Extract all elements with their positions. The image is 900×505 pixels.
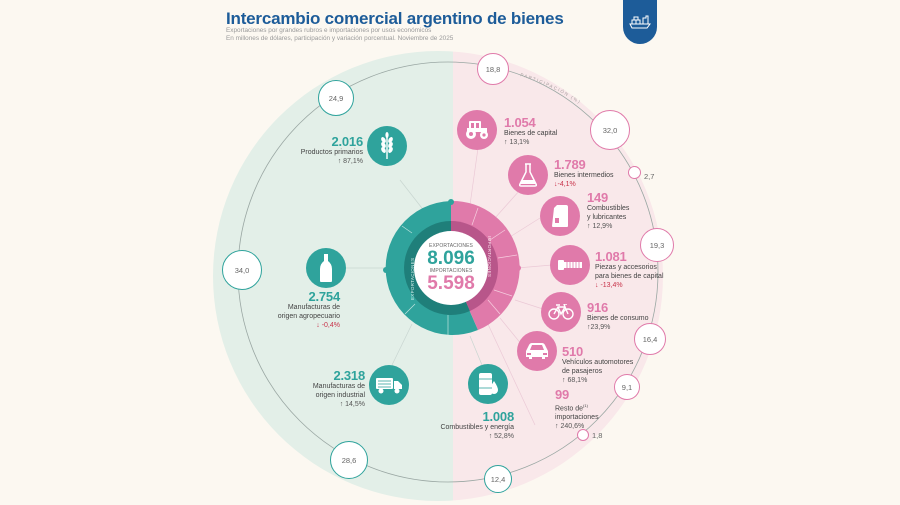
share-bubble-bienes-consumo: 16,4: [634, 323, 666, 355]
share-bubble-bienes-capital: 18,8: [477, 53, 509, 85]
export-item-moi: 2.318 Manufacturas de origen industrial …: [312, 368, 365, 408]
bottle-icon: [306, 248, 346, 288]
imports-total: 5.598: [427, 273, 475, 294]
share-bubble-combustibles-energia: 12,4: [484, 465, 512, 493]
export-item-productos-primarios: 2.016 Productos primarios ↑ 87,1%: [300, 134, 363, 165]
share-bubble-combustibles-lubricantes: [628, 166, 641, 179]
share-label-resto: 1,8: [592, 431, 603, 440]
import-item-bienes-intermedios: 1.789 Bienes intermedios ↓-4,1%: [554, 157, 614, 188]
imports-caption: IMPORTACIONES: [429, 268, 473, 274]
import-item-bienes-consumo: 916 Bienes de consumo ↑23,9%: [587, 300, 649, 331]
jerrycan-icon: [540, 196, 580, 236]
logo-badge: [623, 0, 657, 44]
import-item-vehiculos: 510 Vehículos automotores de pasajeros ↑…: [562, 344, 634, 384]
export-item-combustibles-energia: 1.008 Combustibles y energía ↑ 52,8%: [440, 409, 514, 440]
share-bubble-vehiculos: 9,1: [614, 374, 640, 400]
center-totals: EXPORTACIONES 8.096 IMPORTACIONES 5.598: [415, 243, 487, 293]
fuel-barrel-icon: [468, 364, 508, 404]
exports-caption: EXPORTACIONES: [429, 243, 473, 249]
flask-icon: [508, 155, 548, 195]
tractor-icon: [457, 110, 497, 150]
car-icon: [517, 331, 557, 371]
share-bubble-moa: 34,0: [222, 250, 262, 290]
wheat-icon: [367, 126, 407, 166]
share-label-combustibles-lubricantes: 2,7: [644, 172, 655, 181]
page-subtitle: Exportaciones por grandes rubros e impor…: [226, 27, 453, 43]
share-bubble-bienes-intermedios: 32,0: [590, 110, 630, 150]
share-bubble-moi: 28,6: [330, 441, 368, 479]
bicycle-icon: [541, 292, 581, 332]
ring-label-imports: IMPORTACIONES: [487, 236, 492, 277]
bolt-icon: [550, 245, 590, 285]
export-item-moa: 2.754 Manufacturas de origen agropecuari…: [277, 289, 340, 329]
subtitle-line-2: En millones de dólares, participación y …: [226, 35, 454, 42]
ring-label-exports: EXPORTACIONES: [410, 258, 415, 300]
share-bubble-piezas-accesorios: 19,3: [640, 228, 674, 262]
share-bubble-productos-primarios: 24,9: [318, 80, 354, 116]
import-item-piezas-accesorios: 1.081 Piezas y accesorios para bienes de…: [595, 249, 664, 289]
truck-icon: [369, 365, 409, 405]
import-item-combustibles-lubricantes: 149 Combustibles y lubricantes ↑ 12,9%: [587, 190, 630, 230]
page-title: Intercambio comercial argentino de biene…: [226, 9, 564, 28]
share-bubble-resto: [577, 429, 589, 441]
exports-total: 8.096: [427, 248, 475, 269]
cargo-ship-icon: [629, 15, 651, 29]
subtitle-line-1: Exportaciones por grandes rubros e impor…: [226, 27, 432, 34]
import-item-resto: 99 Resto de(1) importaciones ↑ 240,6%: [555, 387, 599, 431]
import-item-bienes-capital: 1.054 Bienes de capital ↑ 13,1%: [504, 115, 558, 146]
